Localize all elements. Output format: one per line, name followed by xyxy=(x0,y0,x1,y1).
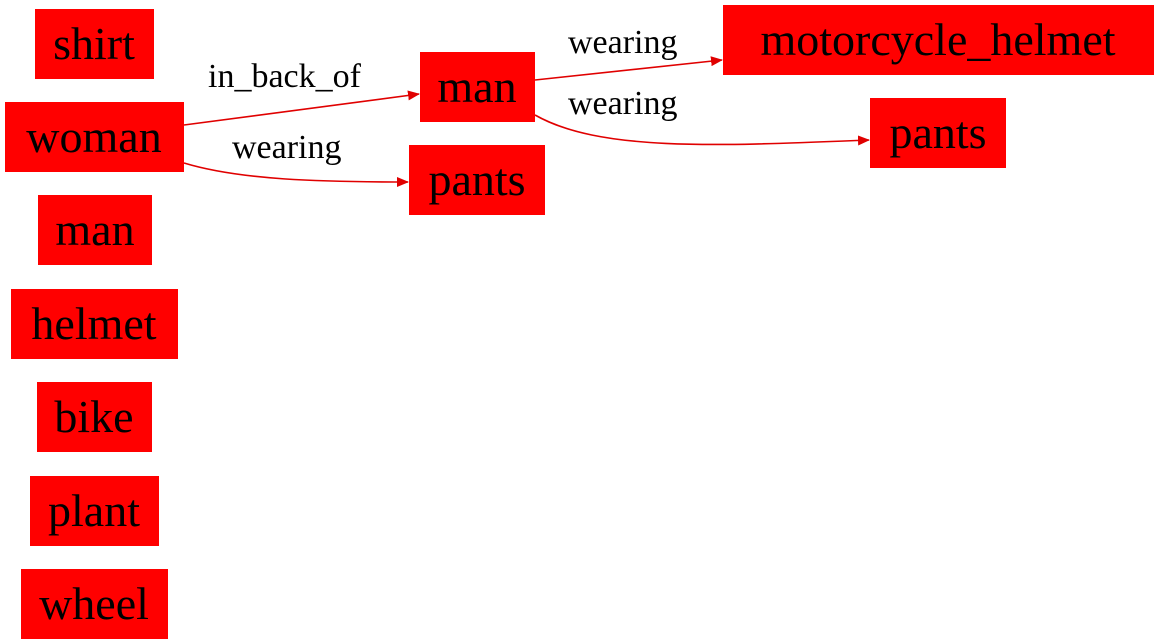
edge-path-man-pants-right xyxy=(534,114,870,146)
edge-man-wearing-motorcycle-helmet: wearing xyxy=(534,24,723,81)
edges-layer: in_back_of wearing wearing wearing xyxy=(183,24,870,187)
node-plant: plant xyxy=(30,476,159,546)
node-label-pants-right: pants xyxy=(889,107,986,158)
node-label-man-mid: man xyxy=(437,61,516,112)
node-wheel: wheel xyxy=(21,569,168,639)
edge-man-wearing-pants: wearing xyxy=(534,85,870,146)
node-label-pants-mid: pants xyxy=(428,154,525,205)
edge-label-wearing-pants: wearing xyxy=(232,129,342,166)
node-man-left: man xyxy=(38,195,152,265)
node-man-mid: man xyxy=(420,52,535,122)
node-label-plant: plant xyxy=(48,485,140,536)
node-bike: bike xyxy=(37,382,152,452)
edge-path-woman-man xyxy=(183,90,420,126)
node-label-man-left: man xyxy=(55,204,134,255)
edge-path-woman-pants xyxy=(183,162,409,187)
edge-woman-wearing-pants: wearing xyxy=(183,129,409,187)
node-pants-right: pants xyxy=(870,98,1006,168)
node-label-shirt: shirt xyxy=(53,18,135,69)
node-shirt: shirt xyxy=(35,9,154,79)
node-label-motorcycle-helmet: motorcycle_helmet xyxy=(760,14,1115,65)
edge-woman-in-back-of-man: in_back_of xyxy=(183,58,420,126)
node-helmet: helmet xyxy=(11,289,178,359)
node-label-bike: bike xyxy=(54,391,133,442)
edge-label-in-back-of: in_back_of xyxy=(208,58,362,95)
nodes-layer: shirt woman man helmet bike plant wheel xyxy=(5,5,1154,639)
node-pants-mid: pants xyxy=(409,145,545,215)
node-label-helmet: helmet xyxy=(31,298,156,349)
node-woman: woman xyxy=(5,102,184,172)
node-motorcycle-helmet: motorcycle_helmet xyxy=(723,5,1154,75)
node-label-woman: woman xyxy=(26,111,161,162)
edge-path-man-motorcycle-helmet xyxy=(534,56,723,81)
edge-label-wearing-pants-right: wearing xyxy=(568,85,678,122)
node-label-wheel: wheel xyxy=(39,578,149,629)
edge-label-wearing-helmet: wearing xyxy=(568,24,678,61)
